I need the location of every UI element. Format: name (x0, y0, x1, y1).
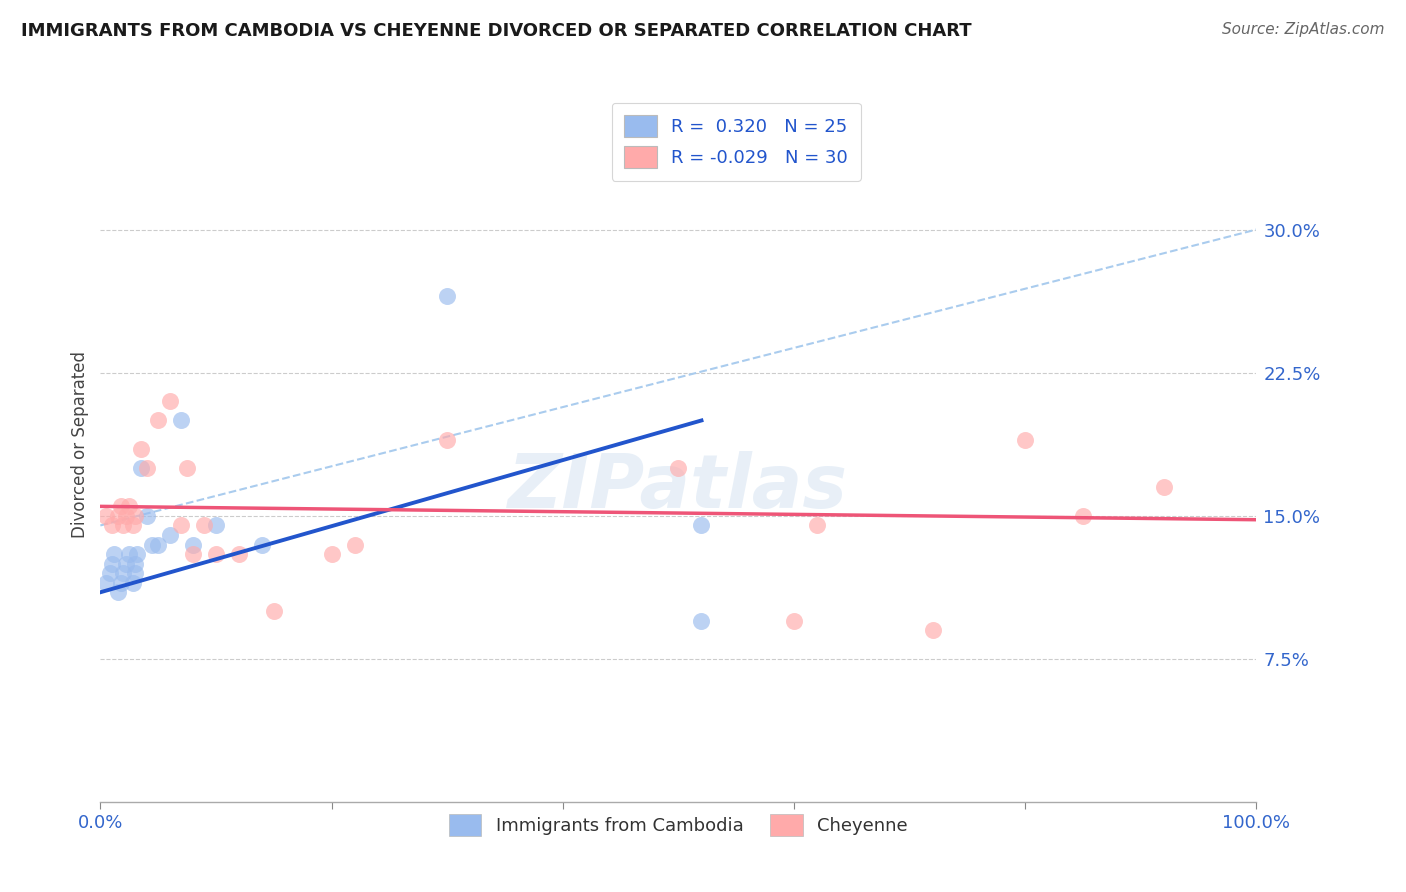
Point (112, 566, 135, 581)
Point (690, 518, 713, 533)
Text: Source: ZipAtlas.com: Source: ZipAtlas.com (1222, 22, 1385, 37)
Point (176, 461, 198, 475)
Y-axis label: Divorced or Separated: Divorced or Separated (72, 351, 89, 538)
Point (124, 508, 146, 523)
Point (127, 547, 149, 561)
Point (146, 413, 169, 427)
Point (181, 537, 204, 551)
Point (114, 508, 136, 523)
Point (690, 614, 713, 628)
Point (121, 518, 143, 533)
Point (170, 413, 193, 427)
Point (101, 518, 124, 533)
Text: IMMIGRANTS FROM CAMBODIA VS CHEYENNE DIVORCED OR SEPARATED CORRELATION CHART: IMMIGRANTS FROM CAMBODIA VS CHEYENNE DIV… (21, 22, 972, 40)
Point (124, 566, 146, 581)
Point (118, 547, 141, 561)
Point (103, 547, 125, 561)
Point (666, 461, 689, 475)
Text: ZIPatlas: ZIPatlas (509, 450, 848, 524)
Point (135, 508, 157, 523)
Point (343, 537, 366, 551)
Point (1153, 480, 1175, 494)
Point (98, 566, 121, 581)
Point (94, 575, 117, 590)
Point (436, 289, 458, 303)
Point (181, 547, 204, 561)
Point (112, 518, 135, 533)
Point (135, 461, 157, 475)
Point (159, 528, 181, 542)
Point (170, 518, 193, 533)
Point (193, 518, 215, 533)
Point (118, 500, 141, 514)
Point (101, 557, 124, 571)
Point (228, 547, 250, 561)
Point (110, 500, 132, 514)
Point (1014, 433, 1036, 447)
Point (114, 557, 136, 571)
Point (205, 547, 228, 561)
Point (263, 604, 285, 618)
Point (321, 547, 343, 561)
Point (806, 518, 828, 533)
Point (107, 585, 129, 599)
Point (205, 518, 228, 533)
Point (121, 575, 143, 590)
Point (94, 508, 117, 523)
Point (107, 508, 129, 523)
Point (146, 537, 169, 551)
Point (129, 442, 152, 456)
Point (250, 537, 273, 551)
Point (159, 394, 181, 409)
Point (141, 537, 163, 551)
Point (436, 433, 458, 447)
Point (129, 461, 152, 475)
Point (110, 575, 132, 590)
Point (921, 624, 943, 638)
Legend: Immigrants from Cambodia, Cheyenne: Immigrants from Cambodia, Cheyenne (441, 807, 915, 843)
Point (1071, 508, 1094, 523)
Point (783, 614, 806, 628)
Point (124, 557, 146, 571)
